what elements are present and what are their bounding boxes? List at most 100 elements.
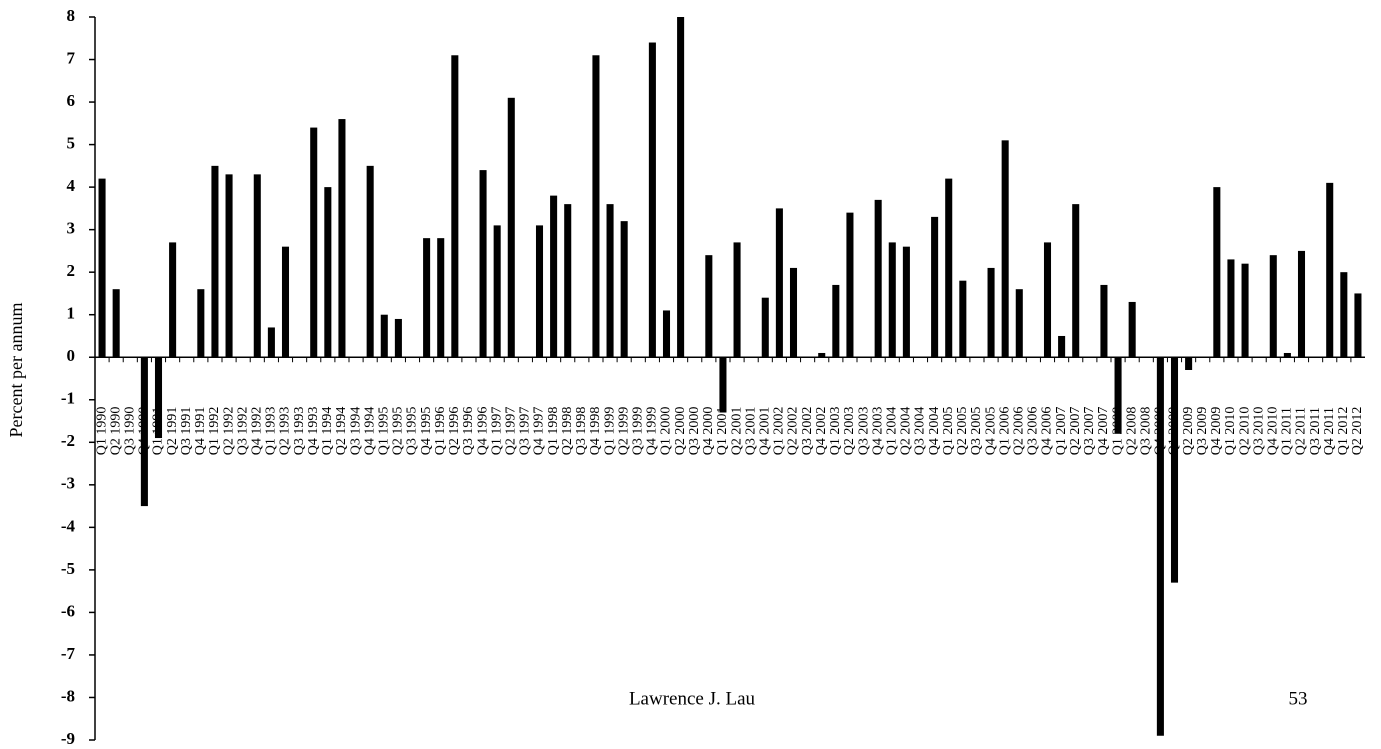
bar xyxy=(1354,293,1362,358)
x-tick-label: Q2 2000 xyxy=(673,407,688,456)
x-tick-label: Q2 1995 xyxy=(391,407,406,456)
bar xyxy=(366,165,374,358)
bar xyxy=(197,289,205,358)
bar xyxy=(310,127,318,358)
x-tick-label: Q2 1996 xyxy=(447,407,462,456)
bar xyxy=(1185,357,1193,370)
bar xyxy=(1326,182,1334,358)
bar xyxy=(789,267,798,358)
x-tick-label: Q2 1991 xyxy=(165,407,180,456)
x-tick-label: Q3 2008 xyxy=(1138,407,1153,456)
y-axis-label: Percent per annum xyxy=(6,303,26,438)
bar xyxy=(169,242,177,358)
bar xyxy=(818,352,826,358)
bar xyxy=(592,55,600,358)
x-tick-label: Q4 1997 xyxy=(532,407,547,456)
x-tick-label: Q1 2002 xyxy=(772,407,787,456)
bar xyxy=(1100,284,1108,358)
x-tick-label: Q1 2005 xyxy=(941,407,956,456)
bar xyxy=(662,310,671,358)
x-tick-label: Q1 2001 xyxy=(715,407,730,456)
bar xyxy=(945,178,953,358)
bar xyxy=(140,357,148,507)
x-tick-label: Q3 1992 xyxy=(235,407,250,456)
bar xyxy=(112,289,120,358)
x-tick-label: Q3 2003 xyxy=(856,407,871,456)
x-tick-label: Q4 2009 xyxy=(1209,407,1224,456)
bar xyxy=(959,280,967,358)
x-tick-label: Q4 1992 xyxy=(249,407,264,456)
x-tick-label: Q3 1994 xyxy=(348,407,363,456)
x-tick-label: Q3 2002 xyxy=(800,407,815,456)
bar xyxy=(507,97,515,358)
x-tick-label: Q2 2002 xyxy=(786,407,801,456)
y-tick-label: 0 xyxy=(67,346,76,365)
x-tick-label: Q4 1993 xyxy=(306,407,321,456)
bar xyxy=(1128,301,1136,358)
y-tick-label: 4 xyxy=(67,176,76,195)
x-tick-label: Q3 2009 xyxy=(1195,407,1210,456)
x-tick-label: Q2 1992 xyxy=(221,407,236,456)
x-tick-label: Q2 2006 xyxy=(1011,407,1026,456)
y-tick-label: -7 xyxy=(61,644,76,663)
x-tick-label: Q2 1999 xyxy=(616,407,631,456)
x-tick-label: Q2 1990 xyxy=(108,407,123,456)
x-tick-label: Q1 2010 xyxy=(1223,407,1238,456)
bar xyxy=(550,195,558,358)
x-tick-label: Q1 1992 xyxy=(207,407,222,456)
x-tick-label: Q2 2011 xyxy=(1294,407,1309,455)
x-tick-label: Q1 2006 xyxy=(997,407,1012,456)
y-tick-label: 7 xyxy=(67,48,76,67)
x-tick-label: Q3 2011 xyxy=(1308,407,1323,455)
bar xyxy=(705,255,713,358)
x-tick-label: Q3 1998 xyxy=(574,407,589,456)
bar xyxy=(1156,357,1164,736)
x-tick-label: Q4 2007 xyxy=(1096,407,1111,456)
y-tick-label: -8 xyxy=(61,686,75,705)
x-tick-label: Q4 2011 xyxy=(1322,407,1337,455)
bar xyxy=(832,284,840,358)
x-tick-label: Q1 2012 xyxy=(1336,407,1351,456)
y-tick-label: 6 xyxy=(67,91,76,110)
bar xyxy=(1241,263,1249,358)
x-tick-label: Q4 1994 xyxy=(362,407,377,456)
x-tick-label: Q4 2006 xyxy=(1040,407,1055,456)
bar xyxy=(648,42,656,358)
bar xyxy=(564,204,572,358)
bar xyxy=(225,174,233,358)
x-tick-label: Q1 1993 xyxy=(264,407,279,456)
y-tick-label: 5 xyxy=(67,133,76,152)
x-tick-label: Q2 2005 xyxy=(955,407,970,456)
bar xyxy=(719,357,727,413)
bar xyxy=(437,238,445,358)
bar xyxy=(535,225,544,358)
bar xyxy=(154,357,163,439)
bar xyxy=(267,327,275,358)
x-tick-label: Q3 2005 xyxy=(969,407,984,456)
bar xyxy=(1283,352,1291,358)
x-tick-label: Q3 1991 xyxy=(179,407,194,456)
y-tick-label: -5 xyxy=(61,559,75,578)
x-tick-label: Q4 2005 xyxy=(983,407,998,456)
x-tick-label: Q3 2007 xyxy=(1082,407,1097,456)
x-tick-label: Q3 2001 xyxy=(743,407,758,456)
bar xyxy=(846,212,854,358)
x-tick-label: Q1 1998 xyxy=(546,407,561,456)
bar xyxy=(479,170,487,358)
x-tick-label: Q4 2010 xyxy=(1265,407,1280,456)
x-tick-label: Q4 2001 xyxy=(757,407,772,456)
x-tick-label: Q3 2004 xyxy=(913,407,928,456)
bar xyxy=(987,267,995,358)
x-tick-label: Q2 2012 xyxy=(1350,407,1365,456)
y-tick-label: -2 xyxy=(61,431,75,450)
bar xyxy=(423,238,431,358)
bar xyxy=(1227,259,1235,358)
x-tick-label: Q2 2004 xyxy=(899,407,914,456)
y-tick-label: -9 xyxy=(61,729,75,748)
x-tick-label: Q3 2000 xyxy=(687,407,702,456)
bar xyxy=(211,165,219,358)
x-tick-label: Q1 1997 xyxy=(489,407,504,456)
bar xyxy=(493,225,501,358)
x-tick-label: Q1 2011 xyxy=(1280,407,1295,455)
